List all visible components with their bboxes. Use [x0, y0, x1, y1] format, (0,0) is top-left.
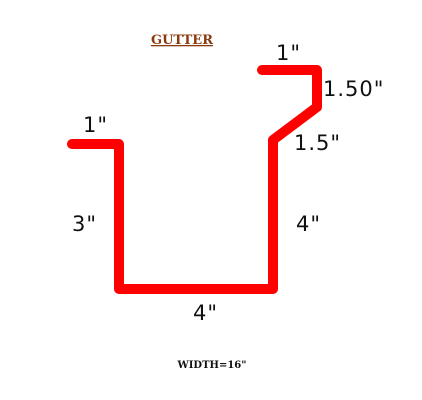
- width-caption: WIDTH=16": [177, 360, 247, 371]
- gutter-profile-line: [67, 65, 322, 294]
- right-wall-label: 4": [296, 212, 321, 236]
- diagram-title: GUTTER: [151, 33, 213, 48]
- upper-vertical-label: 1.50": [323, 77, 384, 101]
- slant-label: 1.5": [294, 131, 341, 155]
- left-wall-label: 3": [72, 212, 97, 236]
- bottom-label: 4": [193, 301, 218, 325]
- top-lip-label: 1": [276, 41, 301, 65]
- left-lip-label: 1": [83, 113, 108, 137]
